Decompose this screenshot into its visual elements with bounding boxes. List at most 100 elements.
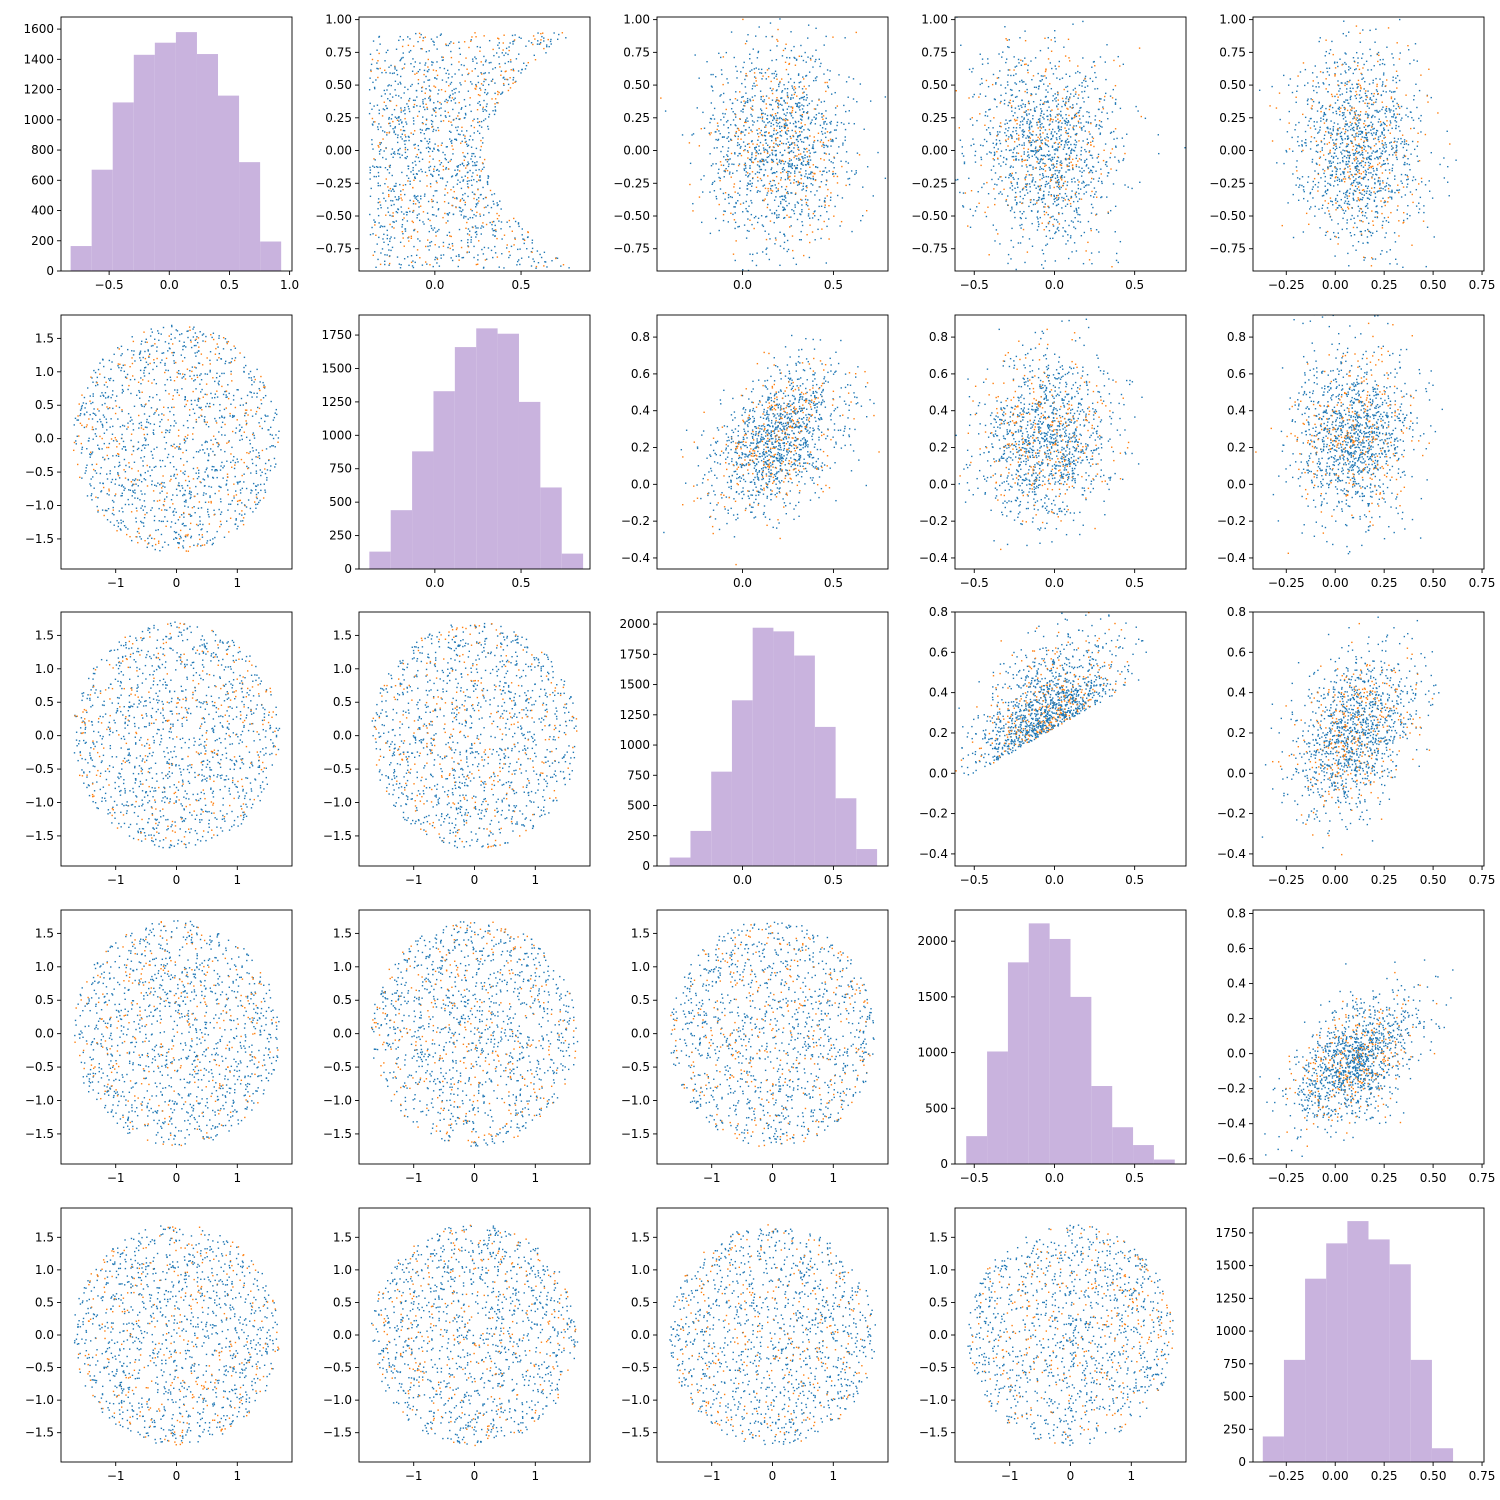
scatter-point (490, 249, 493, 252)
scatter-point (1386, 177, 1389, 180)
scatter-point (430, 119, 433, 122)
scatter-point (1064, 220, 1066, 222)
scatter-point (513, 217, 515, 220)
scatter-point (418, 213, 420, 215)
scatter-point (1060, 114, 1062, 116)
scatter-point (402, 52, 404, 54)
scatter-point (805, 164, 807, 166)
scatter-point (1376, 130, 1379, 132)
scatter-point (1112, 88, 1114, 91)
scatter-point (391, 215, 393, 217)
scatter-point (451, 89, 453, 92)
scatter-point (432, 69, 435, 71)
scatter-point (734, 221, 737, 224)
scatter-point (1098, 127, 1100, 130)
scatter-point (1032, 203, 1035, 206)
scatter-point (1030, 149, 1032, 152)
scatter-point (398, 117, 400, 119)
scatter-point (485, 223, 488, 226)
scatter-point (969, 226, 972, 229)
scatter-point (998, 163, 1000, 165)
scatter-point (458, 41, 460, 43)
scatter-point (751, 177, 754, 180)
scatter-point (1094, 65, 1096, 67)
scatter-point (1334, 73, 1336, 75)
scatter-point (1010, 165, 1012, 167)
scatter-point (1034, 57, 1037, 59)
scatter-point (1057, 221, 1059, 223)
scatter-point (1045, 68, 1047, 70)
scatter-point (1042, 267, 1045, 269)
scatter-point (1039, 49, 1042, 52)
scatter-point (1360, 234, 1363, 236)
scatter-point (1046, 154, 1049, 156)
scatter-point (503, 84, 505, 86)
scatter-point (1065, 157, 1067, 160)
scatter-point (377, 198, 380, 200)
scatter-point (1365, 98, 1367, 101)
scatter-point (802, 92, 804, 94)
scatter-point (1106, 44, 1108, 46)
scatter-point (825, 136, 827, 139)
scatter-point (1301, 145, 1303, 147)
scatter-point (1044, 129, 1047, 131)
scatter-point (1418, 183, 1420, 185)
scatter-point (749, 53, 751, 56)
scatter-point (1047, 58, 1050, 60)
scatter-point (1363, 140, 1365, 142)
scatter-point (793, 86, 796, 88)
scatter-point (1316, 151, 1319, 153)
scatter-point (447, 99, 449, 102)
scatter-point (738, 129, 740, 132)
scatter-point (1071, 117, 1074, 120)
scatter-point (1364, 161, 1367, 164)
scatter-point (431, 125, 434, 128)
scatter-point (1392, 154, 1394, 156)
scatter-point (753, 82, 755, 85)
scatter-point (436, 258, 439, 261)
scatter-point (394, 196, 396, 198)
scatter-point (533, 260, 535, 263)
scatter-point (806, 136, 809, 139)
scatter-point (473, 132, 475, 134)
scatter-point (1050, 138, 1052, 141)
scatter-point (807, 215, 810, 217)
scatter-point (1315, 150, 1317, 153)
scatter-point (429, 165, 432, 168)
scatter-point (400, 107, 402, 109)
y-tick-label: 0.25 (623, 111, 650, 125)
scatter-point (788, 216, 790, 218)
scatter-point (1359, 90, 1362, 92)
scatter-point (433, 148, 435, 150)
scatter-point (531, 247, 534, 250)
scatter-point (1370, 158, 1372, 161)
scatter-point (1068, 224, 1070, 227)
scatter-point (1367, 152, 1369, 154)
scatter-point (1336, 179, 1339, 182)
scatter-point (418, 110, 420, 113)
scatter-point (962, 192, 965, 194)
scatter-point (778, 117, 780, 120)
scatter-point (1316, 76, 1318, 78)
scatter-point (795, 58, 798, 61)
scatter-point (532, 43, 534, 46)
scatter-point (799, 134, 802, 136)
scatter-point (496, 102, 498, 104)
scatter-point (488, 39, 491, 42)
scatter-point (412, 133, 415, 136)
scatter-point (1111, 111, 1114, 113)
scatter-point (1016, 181, 1018, 184)
scatter-point (421, 170, 423, 173)
scatter-point (401, 154, 403, 156)
scatter-point (456, 129, 458, 132)
scatter-point (1347, 129, 1349, 132)
scatter-point (776, 112, 779, 114)
scatter-point (825, 35, 827, 38)
scatter-point (473, 118, 475, 120)
scatter-point (436, 201, 438, 204)
scatter-point (1027, 102, 1030, 104)
scatter-point (384, 183, 386, 185)
scatter-point (767, 122, 769, 124)
scatter-point (1359, 118, 1361, 120)
scatter-point (369, 77, 371, 79)
